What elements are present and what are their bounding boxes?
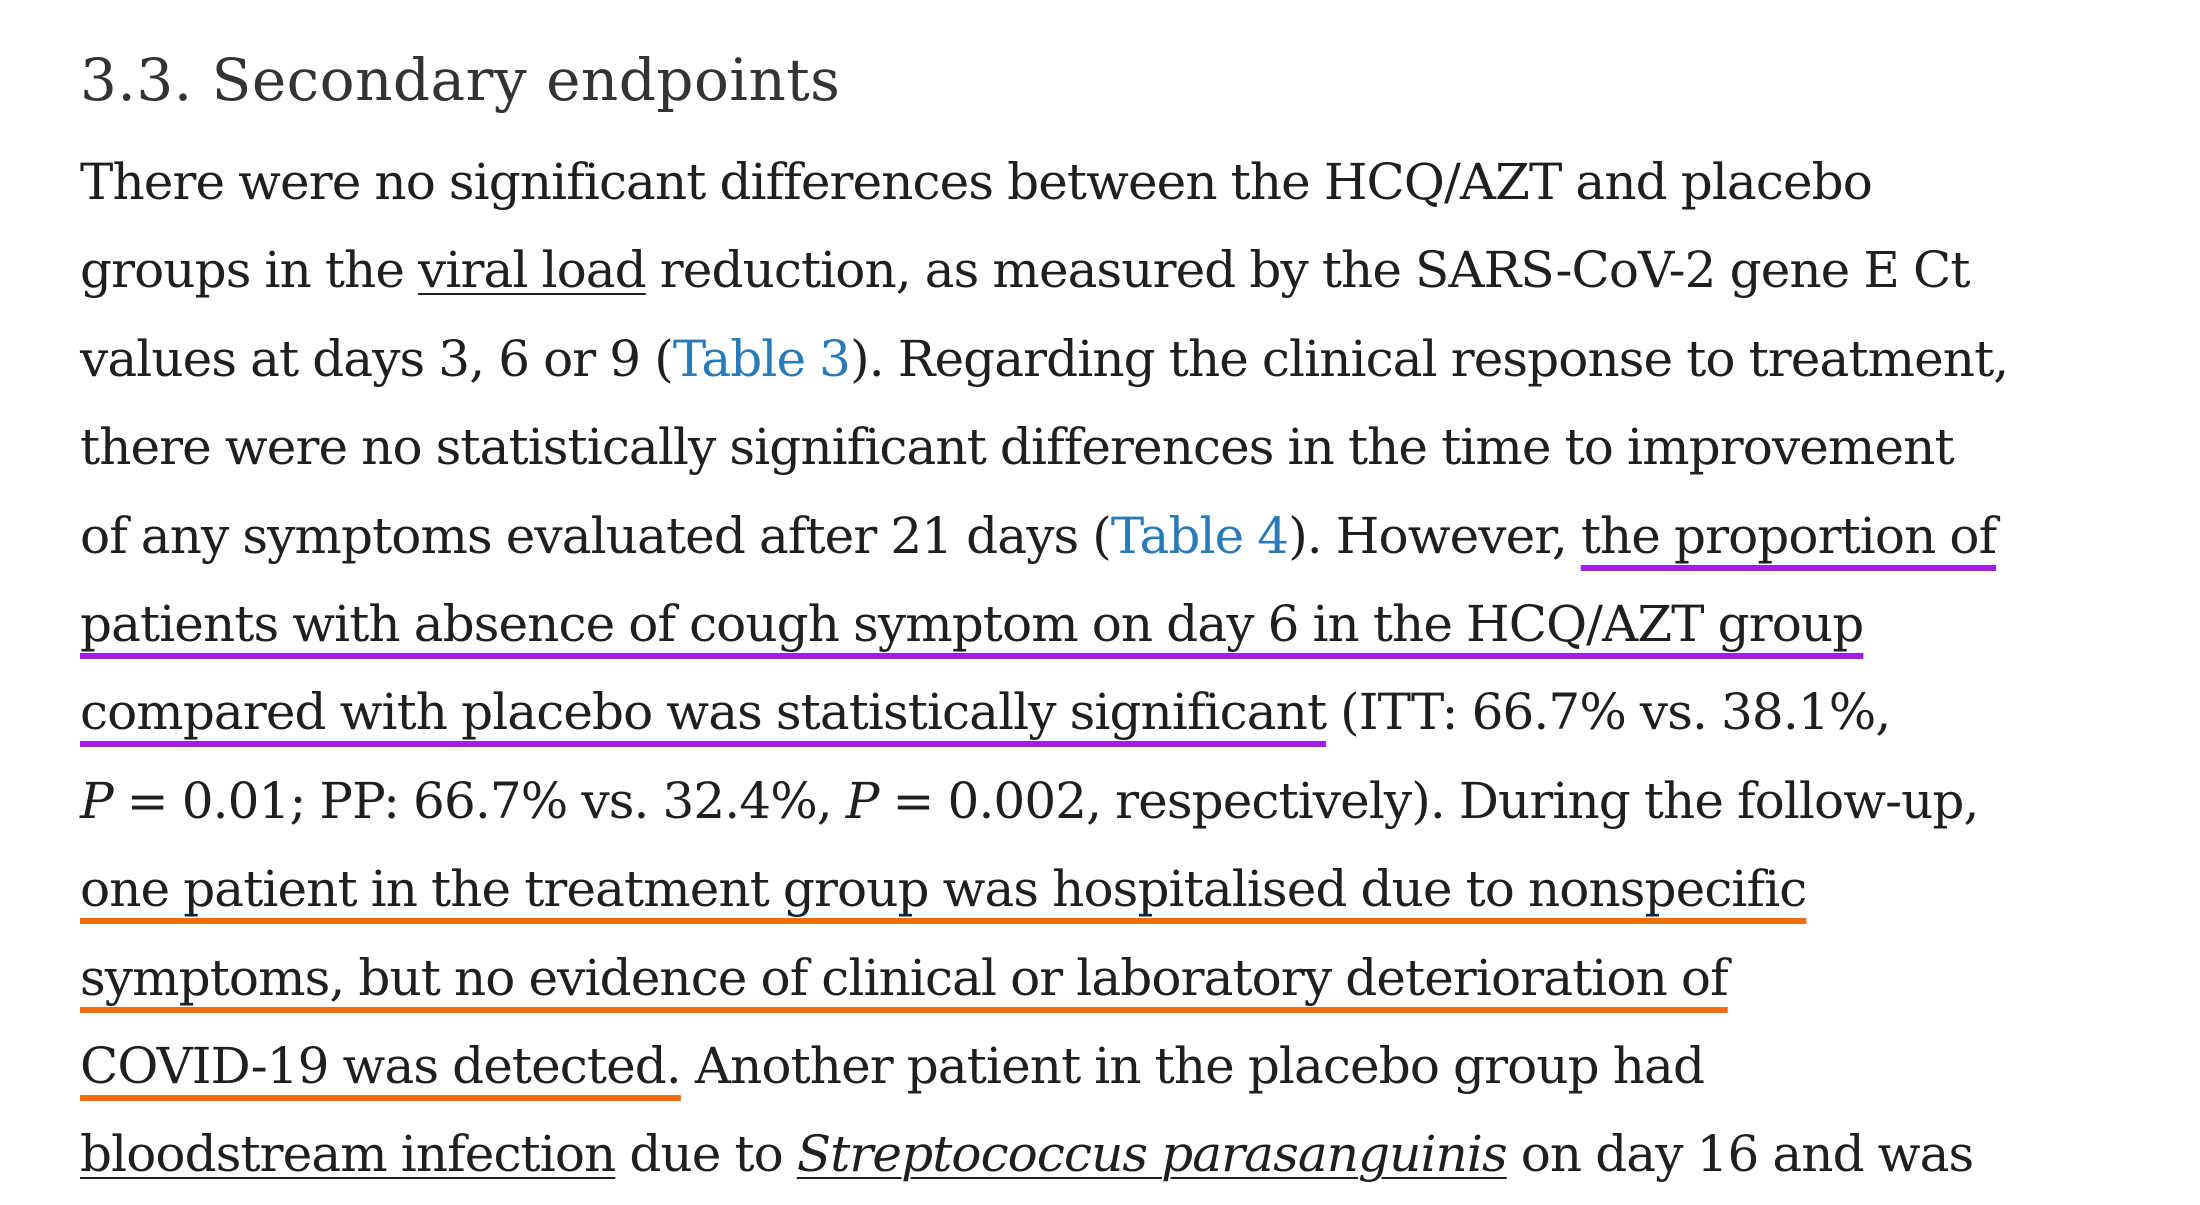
purple-highlight: compared with placebo was statistically … (80, 683, 1327, 742)
text: groups in the (80, 241, 419, 300)
text: ). However, (1288, 506, 1581, 565)
purple-highlight: the proportion of (1580, 506, 1997, 565)
text: = 0.002, respectively). During the follo… (878, 771, 1980, 830)
text: (ITT: 66.7% vs. 38.1%, (1326, 683, 1891, 742)
text-line-6: patients with absence of cough symptom o… (80, 580, 2160, 668)
text: of any symptoms evaluated after 21 days … (80, 506, 1112, 565)
text-line-7: compared with placebo was statistically … (80, 668, 2160, 756)
viral-load-link[interactable]: viral load (418, 241, 647, 300)
text: ). Regarding the clinical response to tr… (850, 329, 2009, 388)
secondary-endpoints-paragraph: There were no significant differences be… (80, 138, 2160, 1199)
text: due to (615, 1125, 797, 1184)
text: = 0.01; PP: 66.7% vs. 32.4%, (112, 771, 846, 830)
text: there were no statistically significant … (80, 418, 1955, 477)
table-3-link[interactable]: Table 3 (672, 329, 851, 388)
text: values at days 3, 6 or 9 ( (80, 329, 674, 388)
p-value-symbol: P (845, 771, 880, 830)
p-value-symbol: P (80, 771, 114, 830)
text-line-5: of any symptoms evaluated after 21 days … (80, 492, 2160, 580)
table-4-link[interactable]: Table 4 (1110, 506, 1289, 565)
text-line-4: there were no statistically significant … (80, 403, 2160, 491)
section-heading: 3.3. Secondary endpoints (80, 46, 841, 114)
orange-highlight: COVID-19 was detected. (80, 1036, 682, 1095)
text-line-1: There were no significant differences be… (80, 138, 2160, 226)
text-line-10: symptoms, but no evidence of clinical or… (80, 934, 2160, 1022)
article-section: 3.3. Secondary endpoints There were no s… (80, 40, 2160, 1199)
bloodstream-infection-link[interactable]: bloodstream infection (80, 1125, 616, 1184)
text-line-12: bloodstream infection due to Streptococc… (80, 1110, 2160, 1198)
text: reduction, as measured by the SARS-CoV-2… (645, 241, 1971, 300)
text-line-8: P = 0.01; PP: 66.7% vs. 32.4%, P = 0.002… (80, 757, 2160, 845)
text-line-3: values at days 3, 6 or 9 (Table 3). Rega… (80, 315, 2160, 403)
orange-highlight: symptoms, but no evidence of clinical or… (80, 948, 1729, 1007)
text-line-9: one patient in the treatment group was h… (80, 845, 2160, 933)
text-line-2: groups in the viral load reduction, as m… (80, 226, 2160, 314)
text: on day 16 and was (1506, 1125, 1974, 1184)
text: There were no significant differences be… (80, 153, 1873, 211)
text-line-11: COVID-19 was detected. Another patient i… (80, 1022, 2160, 1110)
streptococcus-parasanguinis-link[interactable]: Streptococcus parasanguinis (796, 1125, 1508, 1184)
purple-highlight: patients with absence of cough symptom o… (80, 594, 1864, 653)
orange-highlight: one patient in the treatment group was h… (80, 860, 1807, 919)
text: Another patient in the placebo group had (680, 1036, 1705, 1095)
